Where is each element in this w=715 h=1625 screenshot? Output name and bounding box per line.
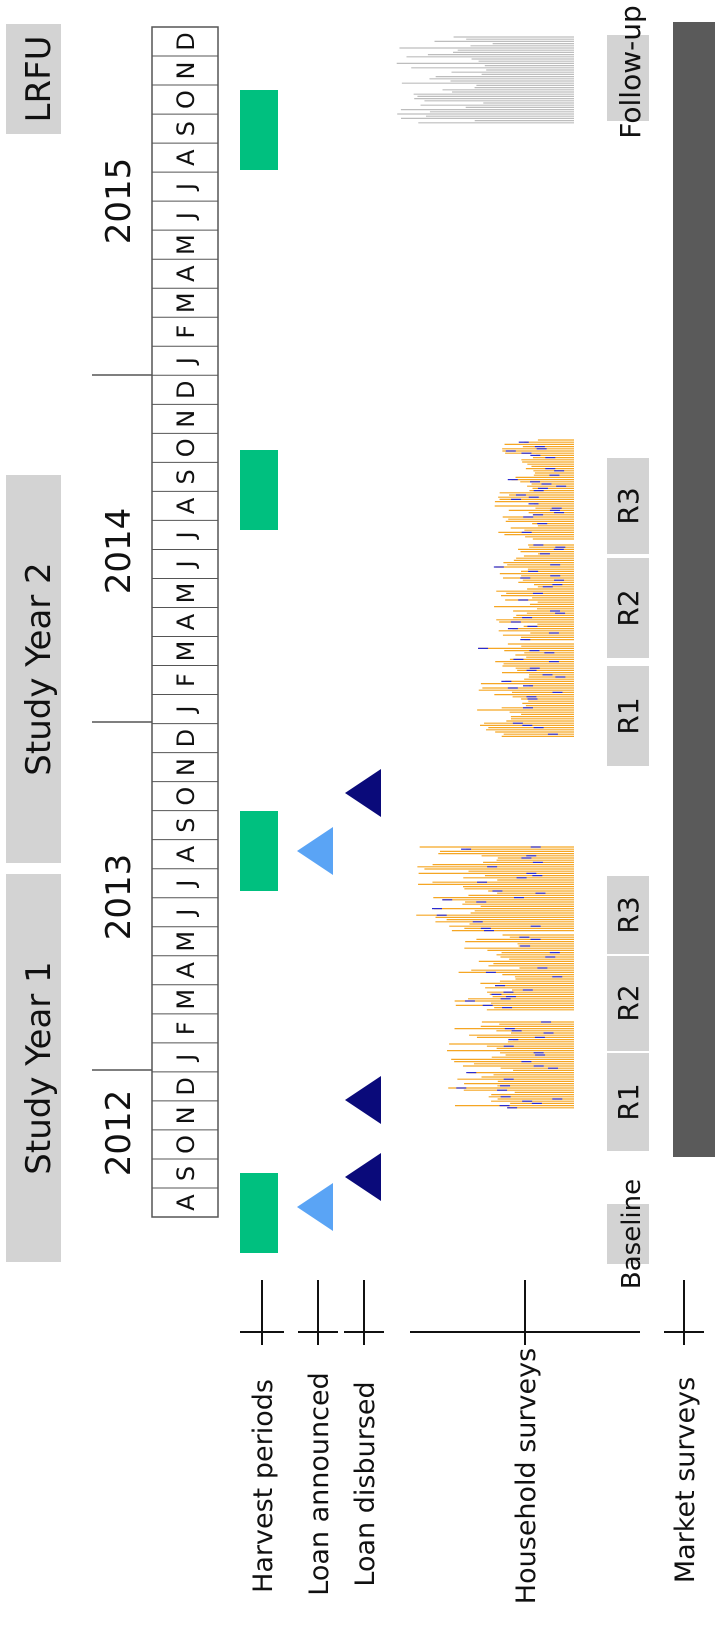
year-label: 2014 [99,508,139,595]
study-year-1-banner [6,874,61,1262]
survey-round-labels: Follow-up R3 R2 R1 R3 R2 R1 Baseline [607,5,649,1289]
y1-r1-box [607,1053,649,1151]
month-label: S [172,469,200,484]
month-label: A [172,962,200,979]
month-label: M [172,583,200,604]
loan-disbursed-oct-2012 [345,1153,381,1201]
month-label: A [172,845,200,862]
month-label: N [172,410,200,428]
y2-r3-label: R3 [612,487,645,524]
month-label: M [172,641,200,662]
month-label: F [172,1021,200,1035]
year-label: 2013 [99,854,139,941]
y1-r1-label: R1 [612,1083,645,1120]
loan-disbursed-markers [345,769,381,1201]
month-label: M [172,931,200,952]
month-label: J [172,909,200,918]
harvest-period-2012 [240,1173,278,1253]
month-label: F [172,673,200,687]
loan-announced-2012 [297,1183,333,1231]
y1-r3-box [607,876,649,954]
y2-r2-box [607,558,649,658]
harvest-period-2014 [240,450,278,530]
month-label: S [172,818,200,833]
month-label: J [172,1054,200,1063]
loan-announced-markers [297,827,333,1231]
harvest-periods [240,90,278,1253]
month-label: J [172,531,200,540]
harvest-period-2015 [240,90,278,170]
study-year-2-banner [6,475,61,863]
month-label: D [172,32,200,50]
month-label: S [172,1166,200,1181]
month-label: N [172,758,200,776]
month-label: D [172,1077,200,1095]
month-label: A [172,497,200,514]
loan-announced-2013 [297,827,333,875]
study-year-1-label: Study Year 1 [19,961,59,1174]
y1-r3-label: R3 [612,896,645,933]
row-labels: Harvest periods Loan announced Loan disb… [240,1280,704,1604]
month-label: D [172,729,200,747]
month-label: F [172,325,200,339]
loan-disbursed-jan-2013 [345,1076,381,1124]
month-label: S [172,121,200,136]
month-label: J [172,880,200,889]
month-label: O [172,438,200,457]
household-surveys-label: Household surveys [511,1348,542,1604]
month-label: N [172,1106,200,1124]
household-survey-bars [396,36,574,1109]
month-label: J [172,357,200,366]
month-label: A [172,1194,200,1211]
month-label: O [172,787,200,806]
month-label: D [172,381,200,399]
month-label: M [172,234,200,255]
follow-up-label: Follow-up [614,5,647,138]
month-label: J [172,212,200,221]
month-grid: ASONDJFMAMJJASONDJFMAMJJASONDJFMAMJJASON… [151,26,219,1218]
month-label: M [172,989,200,1010]
month-label: J [172,183,200,192]
y2-r3-box [607,458,649,554]
lrfu-banner [6,24,61,134]
baseline-box [607,1204,649,1264]
year-label: 2012 [99,1090,139,1177]
month-label: A [172,149,200,166]
y2-r2-label: R2 [612,589,645,626]
month-grid-frame [151,26,219,1218]
lrfu-label: LRFU [19,35,59,122]
market-surveys-bar [673,22,715,1157]
month-label: M [172,292,200,313]
y1-r2-label: R2 [612,984,645,1021]
study-year-2-label: Study Year 2 [19,562,59,775]
month-label: J [172,706,200,715]
month-label: O [172,1135,200,1154]
y2-r1-box [607,666,649,766]
month-label: A [172,265,200,282]
market-surveys-label: Market surveys [670,1377,701,1583]
baseline-label: Baseline [617,1179,647,1289]
follow-up-box [607,35,649,121]
month-label: A [172,613,200,630]
loan-disbursed-label: Loan disbursed [350,1381,381,1586]
y2-r1-label: R1 [612,697,645,734]
harvest-periods-label: Harvest periods [248,1379,279,1593]
harvest-period-2013 [240,811,278,891]
month-label: N [172,62,200,80]
month-label: O [172,90,200,109]
loan-disbursed-dec-2013 [345,769,381,817]
month-label: J [172,560,200,569]
year-label: 2015 [99,158,139,245]
year-labels: 2012 2013 2014 2015 [92,158,152,1177]
y1-r2-box [607,956,649,1051]
loan-announced-label: Loan announced [304,1372,335,1595]
